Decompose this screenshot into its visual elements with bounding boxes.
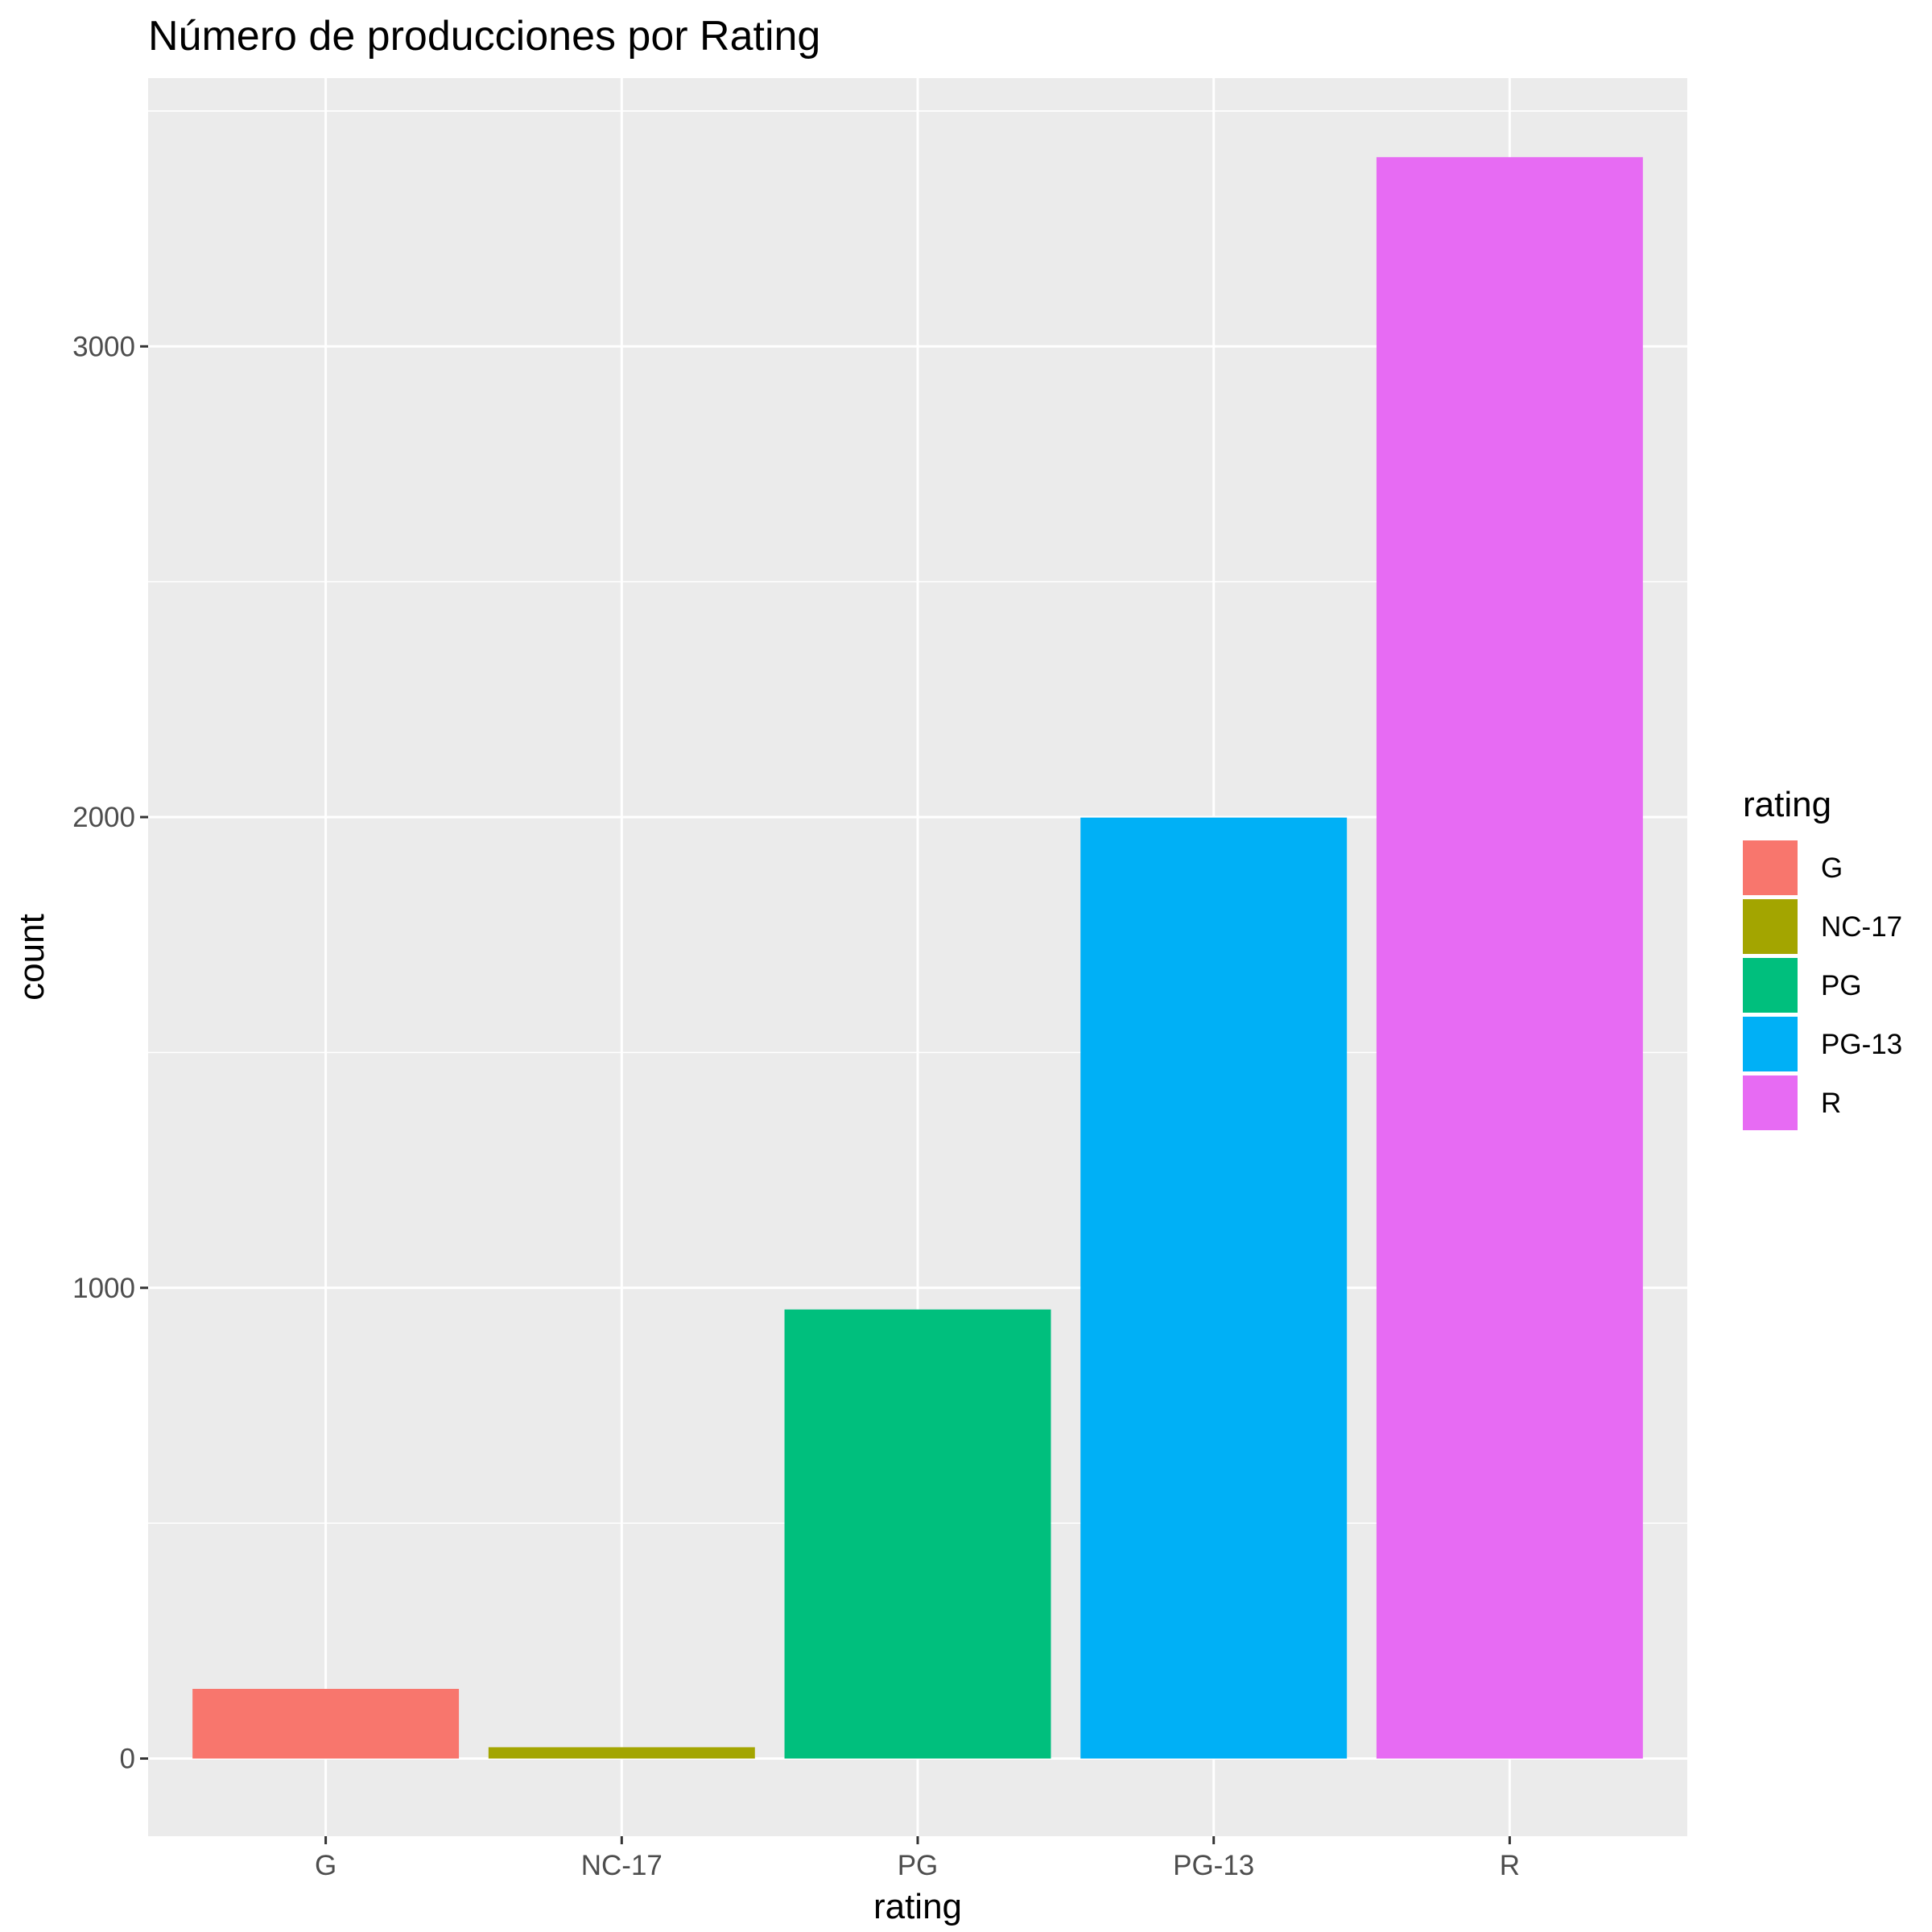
- chart-title: Número de producciones por Rating: [148, 13, 820, 60]
- legend-key-pg: [1741, 956, 1799, 1014]
- legend-key-g: [1741, 839, 1799, 897]
- bar-g: [192, 1688, 460, 1759]
- y-tick-label: 3000: [72, 331, 135, 362]
- bars: [192, 157, 1643, 1759]
- x-tick-label: NC-17: [581, 1850, 663, 1881]
- x-tick-label: PG-13: [1173, 1850, 1254, 1881]
- legend-key-nc-17: [1741, 898, 1799, 956]
- x-tick-label: PG: [898, 1850, 939, 1881]
- y-axis-title: count: [12, 914, 52, 1001]
- y-axis: 0 1000 2000 3000: [72, 331, 148, 1775]
- x-axis: G NC-17 PG PG-13 R: [315, 1836, 1520, 1881]
- legend-label: NC-17: [1821, 911, 1902, 943]
- legend-label: PG-13: [1821, 1029, 1902, 1060]
- y-tick-label: 1000: [72, 1273, 135, 1304]
- y-tick-label: 0: [120, 1744, 135, 1775]
- x-tick-label: G: [315, 1850, 336, 1881]
- bar-r: [1376, 157, 1643, 1759]
- legend-title: rating: [1743, 785, 1831, 824]
- legend-label: R: [1821, 1088, 1841, 1119]
- legend-label: G: [1821, 852, 1843, 884]
- legend: rating G NC-17 PG PG-13 R: [1741, 785, 1902, 1132]
- x-tick-label: R: [1500, 1850, 1520, 1881]
- legend-key-r: [1741, 1074, 1799, 1132]
- legend-key-pg-13: [1741, 1015, 1799, 1073]
- legend-label: PG: [1821, 970, 1862, 1001]
- y-tick-label: 2000: [72, 802, 135, 833]
- bar-pg-13: [1080, 817, 1348, 1759]
- bar-nc-17: [488, 1747, 755, 1759]
- x-axis-title: rating: [873, 1887, 962, 1926]
- bar-pg: [784, 1309, 1051, 1759]
